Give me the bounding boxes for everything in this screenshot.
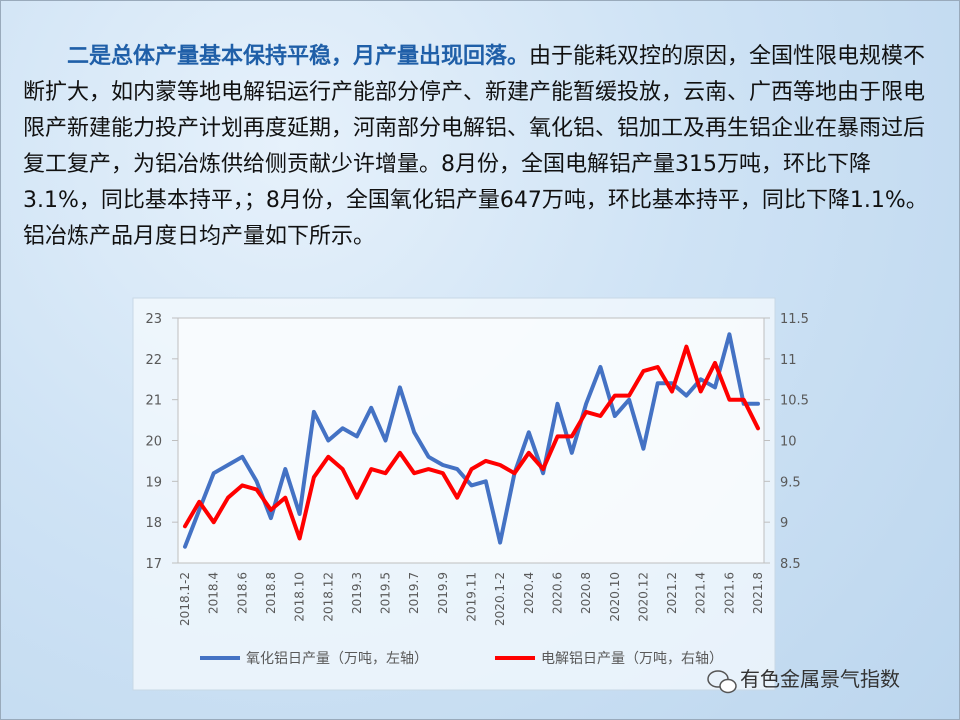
y-tick-label: 18 xyxy=(145,516,162,531)
legend-label: 氧化铝日产量（万吨，左轴） xyxy=(246,651,428,667)
x-tick-label: 2018.6 xyxy=(235,572,249,614)
y-tick-label: 22 xyxy=(145,353,162,368)
watermark: 有色金属景气指数 xyxy=(740,667,900,691)
plot-area xyxy=(178,318,764,563)
wechat-icon xyxy=(707,670,737,694)
y2-tick-label: 10 xyxy=(780,435,797,450)
y2-tick-label: 9.5 xyxy=(780,475,801,490)
x-tick-label: 2018.10 xyxy=(293,572,307,622)
x-tick-label: 2020.12 xyxy=(636,572,650,622)
x-tick-label: 2018.12 xyxy=(321,572,335,622)
y2-tick-label: 8.5 xyxy=(780,557,801,572)
body-text: 由于能耗双控的原因，全国性限电规模不断扩大，如内蒙等地电解铝运行产能部分停产、新… xyxy=(23,44,928,249)
y-tick-label: 23 xyxy=(145,312,162,327)
x-tick-label: 2019.7 xyxy=(407,572,421,614)
x-tick-label: 2020.10 xyxy=(608,572,622,622)
x-tick-label: 2021.6 xyxy=(722,572,736,614)
y-tick-label: 21 xyxy=(145,394,162,409)
paragraph: 二是总体产量基本保持平稳，月产量出现回落。由于能耗双控的原因，全国性限电规模不断… xyxy=(23,39,939,255)
series-line xyxy=(183,344,760,541)
lead-sentence: 二是总体产量基本保持平稳，月产量出现回落。 xyxy=(67,44,530,69)
series-line xyxy=(183,332,760,549)
x-tick-label: 2019.5 xyxy=(379,572,393,614)
x-tick-label: 2018.8 xyxy=(264,572,278,614)
legend-label: 电解铝日产量（万吨，右轴） xyxy=(541,651,723,667)
x-tick-label: 2020.6 xyxy=(550,572,564,614)
x-tick-label: 2020.8 xyxy=(579,572,593,614)
x-tick-label: 2018.4 xyxy=(207,572,221,614)
y-tick-label: 17 xyxy=(145,557,162,572)
x-tick-label: 2021.8 xyxy=(751,572,765,614)
x-tick-label: 2018.1-2 xyxy=(178,572,192,626)
x-tick-label: 2021.2 xyxy=(665,572,679,614)
x-tick-label: 2021.4 xyxy=(694,572,708,614)
x-tick-label: 2019.11 xyxy=(465,572,479,622)
x-tick-label: 2019.9 xyxy=(436,572,450,614)
x-tick-label: 2020.1-2 xyxy=(493,572,507,626)
y2-tick-label: 9 xyxy=(780,516,788,531)
y2-tick-label: 10.5 xyxy=(780,394,809,409)
y2-tick-label: 11.5 xyxy=(780,312,809,327)
x-tick-label: 2020.4 xyxy=(522,572,536,614)
y2-tick-label: 11 xyxy=(780,353,797,368)
y-tick-label: 20 xyxy=(145,435,162,450)
y-tick-label: 19 xyxy=(145,475,162,490)
x-tick-label: 2019.3 xyxy=(350,572,364,614)
